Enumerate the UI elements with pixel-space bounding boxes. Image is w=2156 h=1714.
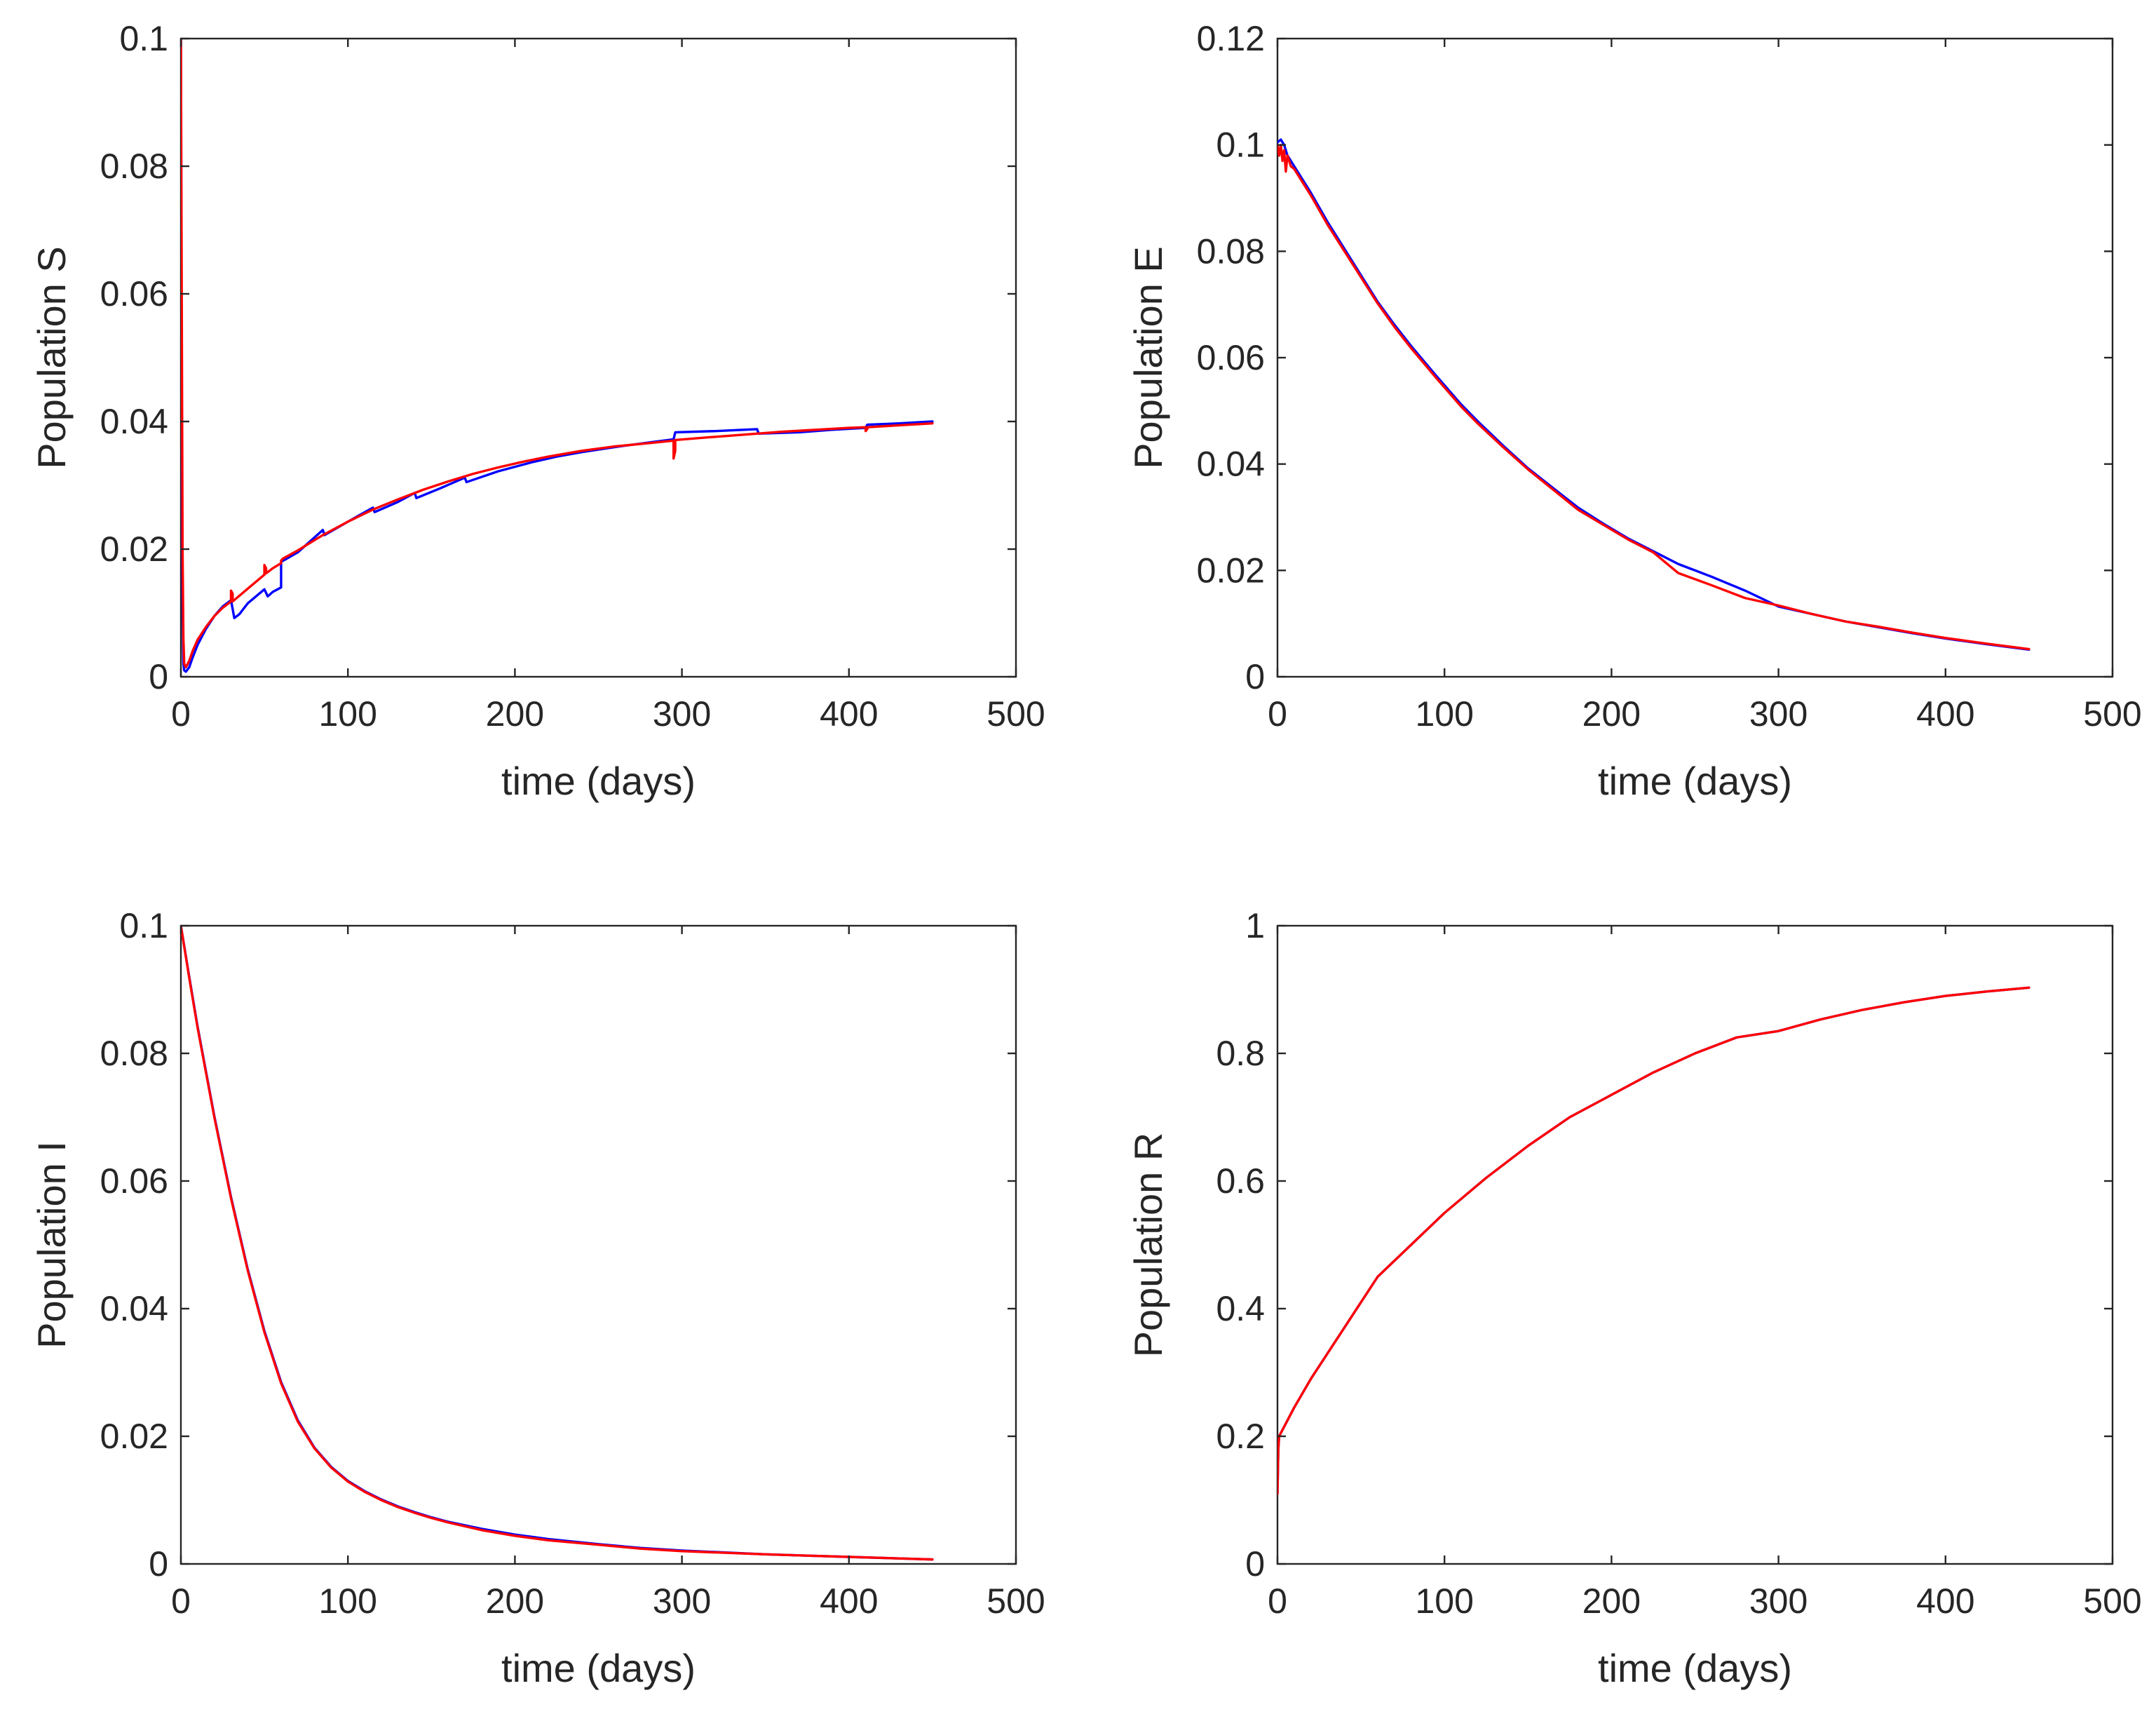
x-tick-label: 400 — [1916, 1581, 1974, 1621]
x-tick-label: 0 — [1268, 1581, 1287, 1621]
y-tick-label: 0.08 — [100, 1034, 168, 1073]
x-tick-label: 300 — [1749, 694, 1808, 734]
x-tick-label: 400 — [820, 694, 878, 734]
x-tick-label: 0 — [171, 1581, 191, 1621]
y-axis-label: Population S — [29, 246, 74, 469]
y-tick-label: 0.6 — [1216, 1161, 1265, 1201]
x-tick-label: 200 — [1582, 1581, 1641, 1621]
y-axis-label: Population E — [1126, 246, 1170, 469]
y-tick-label: 0 — [149, 1544, 168, 1584]
x-tick-label: 100 — [1415, 694, 1473, 734]
series-line-blue — [181, 39, 934, 673]
plot-frame — [1276, 924, 2114, 1565]
x-tick-label: 300 — [653, 694, 711, 734]
series-line-blue — [181, 926, 934, 1561]
y-tick-label: 0.1 — [119, 906, 168, 945]
y-tick-label: 0.1 — [119, 19, 168, 58]
x-axis-label: time (days) — [1598, 1646, 1792, 1690]
series-line-blue — [1277, 986, 2030, 1495]
series-group — [1277, 986, 2030, 1495]
x-tick-label: 200 — [486, 694, 544, 734]
panel-population-r: 0 100 200 300 400 500 0 0.2 0.4 0.6 0.8 1 time (days… — [1126, 906, 2142, 1690]
x-tick-label: 500 — [2083, 1581, 2141, 1621]
y-tick-label: 0.06 — [1197, 338, 1265, 377]
panel-population-e: 0 100 200 300 400 500 0 0.02 0.04 0.06 0.08 0.1 0.12… — [1126, 19, 2142, 803]
x-tick-label: 500 — [2083, 694, 2141, 734]
x-axis-label: time (days) — [1598, 759, 1792, 803]
y-tick-label: 0 — [1245, 1544, 1265, 1584]
plot-frame — [179, 924, 1017, 1565]
x-tick-label: 100 — [1415, 1581, 1473, 1621]
series-line-red — [1277, 143, 2030, 651]
y-tick-label: 0.04 — [1197, 445, 1265, 484]
x-tick-label: 500 — [987, 1581, 1045, 1621]
y-tick-label: 0.08 — [100, 147, 168, 186]
x-tick-label: 300 — [653, 1581, 711, 1621]
y-tick-label: 0.02 — [1197, 551, 1265, 590]
y-tick-label: 0.08 — [1197, 231, 1265, 271]
y-tick-label: 0.02 — [100, 529, 168, 569]
x-axis-label: time (days) — [501, 1646, 696, 1690]
series-line-blue — [1277, 138, 2030, 652]
y-tick-label: 0 — [1245, 657, 1265, 696]
x-tick-label: 0 — [171, 694, 191, 734]
x-tick-label: 200 — [1582, 694, 1641, 734]
y-tick-label: 0.12 — [1197, 19, 1265, 58]
plot-frame — [1276, 37, 2114, 678]
plot-frame — [179, 37, 1017, 678]
y-tick-label: 0.1 — [1216, 126, 1265, 165]
y-axis-label: Population R — [1126, 1133, 1170, 1358]
series-line-red — [1277, 986, 2030, 1495]
y-tick-label: 0.06 — [100, 274, 168, 313]
x-tick-label: 400 — [820, 1581, 878, 1621]
panel-population-s: 0 100 200 300 400 500 0 0.02 0.04 0.06 0.08 0.1 time… — [29, 19, 1045, 803]
y-tick-label: 0.06 — [100, 1161, 168, 1201]
series-group — [181, 39, 934, 673]
y-tick-label: 0.04 — [100, 402, 168, 441]
series-group — [1277, 138, 2030, 652]
y-tick-label: 0.2 — [1216, 1417, 1265, 1456]
x-axis-label: time (days) — [501, 759, 696, 803]
y-tick-label: 0.02 — [100, 1417, 168, 1456]
x-tick-label: 300 — [1749, 1581, 1808, 1621]
x-tick-label: 500 — [987, 694, 1045, 734]
panel-population-i: 0 100 200 300 400 500 0 0.02 0.04 0.06 0.08 0.1 time… — [29, 906, 1045, 1690]
y-tick-label: 0.8 — [1216, 1034, 1265, 1073]
y-tick-label: 0 — [149, 657, 168, 696]
x-tick-label: 0 — [1268, 694, 1287, 734]
x-tick-label: 100 — [318, 694, 377, 734]
series-group — [181, 926, 934, 1561]
y-tick-label: 0.4 — [1216, 1289, 1265, 1328]
y-tick-label: 1 — [1245, 906, 1265, 945]
x-tick-label: 200 — [486, 1581, 544, 1621]
y-tick-label: 0.04 — [100, 1289, 168, 1328]
x-tick-label: 100 — [318, 1581, 377, 1621]
series-line-red — [181, 39, 934, 669]
y-axis-label: Population I — [29, 1141, 74, 1349]
x-tick-label: 400 — [1916, 694, 1974, 734]
series-line-red — [181, 926, 934, 1561]
